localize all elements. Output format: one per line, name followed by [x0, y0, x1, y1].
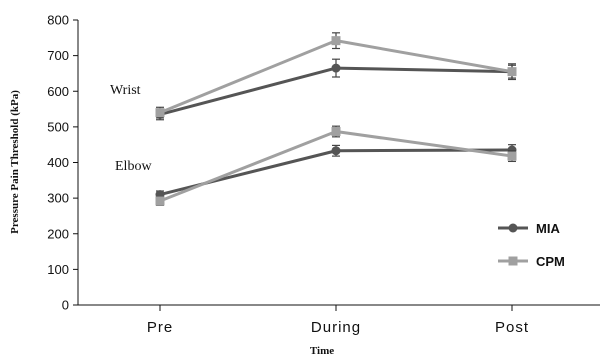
y-tick-label: 300 — [47, 191, 69, 206]
data-point-elbow-cpm — [331, 127, 341, 137]
y-tick-label: 500 — [47, 119, 69, 134]
series-wrist-mia — [155, 58, 517, 121]
data-point-elbow-cpm — [155, 196, 165, 206]
legend-marker-cpm — [508, 256, 518, 266]
data-point-elbow-cpm — [507, 151, 517, 161]
x-axis-ticks: Pre During Post — [147, 305, 529, 336]
annotation-wrist: Wrist — [110, 83, 141, 98]
data-point-wrist-cpm — [155, 108, 165, 118]
data-point-wrist-cpm — [331, 36, 341, 46]
x-tick-label: During — [311, 319, 361, 336]
y-tick-label: 800 — [47, 13, 69, 28]
legend-item-mia: MIA — [498, 221, 560, 236]
legend-item-cpm: CPM — [498, 254, 565, 269]
legend-marker-mia — [508, 223, 518, 233]
legend: MIA CPM — [498, 221, 565, 269]
series-elbow-mia — [155, 144, 517, 200]
y-tick-label: 200 — [47, 226, 69, 241]
y-tick-label: 0 — [62, 298, 69, 313]
series-wrist-cpm — [155, 32, 517, 119]
series-elbow-cpm — [155, 125, 517, 206]
x-axis-title: Time — [310, 345, 334, 357]
legend-label-cpm: CPM — [536, 254, 565, 269]
x-tick-label: Pre — [147, 319, 173, 336]
data-point-elbow-mia — [331, 146, 341, 156]
y-axis-ticks: 0 100 200 300 400 500 600 700 800 — [47, 13, 78, 313]
y-tick-label: 100 — [47, 262, 69, 277]
series-line-elbow-mia — [159, 148, 513, 197]
y-axis-title: Pressure Pain Threshold (kPa) — [9, 90, 21, 234]
series-line-elbow-cpm — [159, 130, 513, 203]
y-tick-label: 600 — [47, 84, 69, 99]
x-tick-label: Post — [495, 319, 529, 336]
annotation-elbow: Elbow — [115, 159, 152, 174]
y-tick-label: 400 — [47, 155, 69, 170]
data-point-wrist-mia — [331, 63, 341, 73]
y-tick-label: 700 — [47, 48, 69, 63]
series-layer — [155, 32, 517, 206]
legend-label-mia: MIA — [536, 221, 560, 236]
data-point-wrist-cpm — [507, 67, 517, 77]
